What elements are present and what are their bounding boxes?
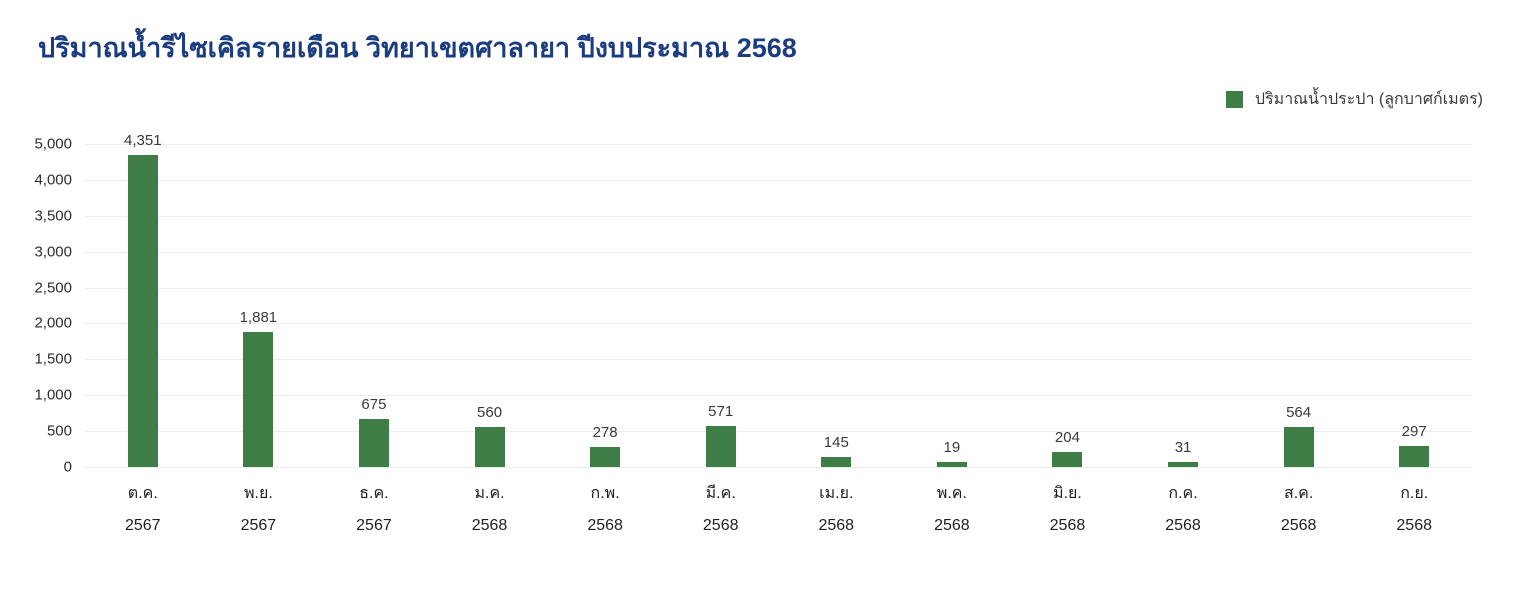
x-axis-month: เม.ย.	[819, 485, 854, 502]
bar-value-label: 19	[943, 439, 961, 456]
bar-slot: 4,351 ต.ค. 2567	[85, 132, 201, 534]
bar-slot: 675 ธ.ค. 2567	[316, 144, 432, 534]
x-axis-label: ธ.ค. 2567	[316, 481, 432, 535]
bar-ก.ค.-2568[interactable]	[1168, 462, 1199, 467]
x-axis-label: มิ.ย. 2568	[1010, 481, 1126, 535]
y-axis-tick-label: 2,500	[34, 279, 72, 297]
bar-slot: 1,881 พ.ย. 2567	[201, 144, 317, 534]
legend: ปริมาณน้ำประปา (ลูกบาศก์เมตร)	[1225, 87, 1483, 112]
y-axis-tick-label: 3,000	[34, 243, 72, 261]
bar-slot: 560 ม.ค. 2568	[432, 144, 548, 534]
x-axis-month: มี.ค.	[705, 485, 736, 502]
y-axis-tick-label: 3,500	[34, 207, 72, 225]
x-axis-month: ก.ค.	[1168, 485, 1198, 502]
bar-slot: 145 เม.ย. 2568	[779, 144, 895, 534]
x-axis-year: 2567	[124, 517, 161, 534]
legend-swatch-icon	[1225, 91, 1243, 108]
bar-ม.ค.-2568[interactable]	[474, 426, 505, 467]
x-axis-label: ก.ย. 2568	[1356, 481, 1472, 535]
gridline	[85, 144, 1472, 145]
bar-value-label: 4,351	[124, 131, 162, 149]
x-axis-month: มิ.ย.	[1053, 485, 1082, 502]
bar-ก.พ.-2568[interactable]	[590, 447, 621, 467]
x-axis-label: พ.ค. 2568	[894, 481, 1010, 535]
bar-มิ.ย.-2568[interactable]	[1052, 452, 1083, 467]
bar-พ.ย.-2567[interactable]	[243, 332, 274, 467]
bar-value-label: 1,881	[239, 309, 278, 326]
gridline	[85, 179, 1472, 181]
legend-label: ปริมาณน้ำประปา (ลูกบาศก์เมตร)	[1254, 91, 1483, 108]
x-axis-year: 2568	[587, 517, 623, 534]
x-axis-label: ก.พ. 2568	[547, 481, 663, 535]
x-axis-year: 2568	[934, 517, 970, 534]
y-axis-tick-label: 4,000	[34, 171, 72, 189]
x-axis-year: 2568	[471, 517, 508, 534]
bar-value-label: 571	[708, 403, 734, 421]
gridline	[85, 431, 1472, 433]
bar-มี.ค.-2568[interactable]	[705, 426, 736, 467]
x-axis-label: ต.ค. 2567	[85, 481, 201, 535]
x-axis-label: ก.ค. 2568	[1125, 481, 1241, 535]
gridline	[85, 287, 1472, 289]
x-axis-year: 2567	[356, 517, 392, 534]
x-axis-year: 2568	[1396, 517, 1432, 534]
x-axis-month: ต.ค.	[127, 485, 158, 502]
bar-value-label: 145	[823, 433, 849, 451]
bar-slot: 19 พ.ค. 2568	[894, 144, 1010, 534]
x-axis-year: 2568	[1280, 517, 1317, 534]
bar-value-label: 297	[1401, 422, 1427, 440]
x-axis-month: พ.ค.	[936, 485, 967, 502]
bar-slot: 204 มิ.ย. 2568	[1010, 144, 1126, 534]
bar-เม.ย.-2568[interactable]	[821, 456, 852, 467]
x-axis-month: ม.ค.	[474, 485, 505, 502]
gridline	[85, 251, 1472, 253]
bar-value-label: 560	[477, 403, 503, 421]
gridline	[85, 395, 1472, 397]
bar-ต.ค.-2567[interactable]	[127, 154, 158, 467]
x-axis-month: ส.ค.	[1283, 485, 1314, 502]
gridline	[85, 215, 1472, 217]
x-axis-year: 2568	[702, 517, 739, 534]
x-axis-label: ม.ค. 2568	[432, 481, 548, 535]
bar-value-label: 204	[1054, 429, 1080, 447]
x-axis-label: เม.ย. 2568	[779, 481, 895, 535]
bar-พ.ค.-2568[interactable]	[936, 462, 967, 467]
y-axis-tick-label: 1,500	[34, 350, 72, 368]
gridline	[85, 359, 1472, 361]
y-axis-tick-label: 500	[46, 422, 72, 440]
bar-value-label: 278	[592, 424, 618, 442]
bar-slot: 297 ก.ย. 2568	[1356, 144, 1472, 534]
x-axis-month: พ.ย.	[243, 485, 273, 502]
x-axis-month: ก.ย.	[1400, 485, 1429, 502]
plot-area: 5,000 4,000 3,500 3,000 2,500 2,000 1,500 1,000…	[34, 132, 1472, 534]
bar-ธ.ค.-2567[interactable]	[358, 418, 389, 467]
y-axis-tick-label: 0	[63, 458, 72, 476]
bar-slot: 564 ส.ค. 2568	[1241, 144, 1357, 534]
bar-slot: 31 ก.ค. 2568	[1125, 144, 1241, 534]
x-axis-year: 2567	[240, 517, 277, 534]
x-axis-label: พ.ย. 2567	[201, 481, 317, 535]
y-axis-tick-label: 2,000	[34, 314, 72, 332]
bar-value-label: 675	[361, 395, 387, 413]
page-title: ปริมาณน้ำรีไซเคิลรายเดือน วิทยาเขตศาลายา…	[38, 33, 797, 63]
x-axis-month: ธ.ค.	[359, 485, 389, 502]
y-axis-tick-label: 1,000	[34, 386, 72, 404]
bar-ก.ย.-2568[interactable]	[1399, 445, 1430, 467]
x-axis-label: มี.ค. 2568	[663, 481, 779, 535]
gridline	[85, 323, 1472, 325]
bar-value-label: 564	[1286, 403, 1312, 421]
bar-value-label: 31	[1174, 439, 1192, 456]
x-axis-year: 2568	[1165, 517, 1201, 534]
gridline	[85, 467, 1472, 468]
x-axis-label: ส.ค. 2568	[1241, 481, 1357, 535]
bar-slot: 278 ก.พ. 2568	[547, 144, 663, 534]
y-axis-tick-label: 5,000	[34, 135, 72, 153]
x-axis-year: 2568	[1049, 517, 1086, 534]
bar-slot: 571 มี.ค. 2568	[663, 144, 779, 534]
bar-ส.ค.-2568[interactable]	[1283, 426, 1314, 467]
x-axis-year: 2568	[818, 517, 855, 534]
x-axis-month: ก.พ.	[590, 485, 620, 502]
